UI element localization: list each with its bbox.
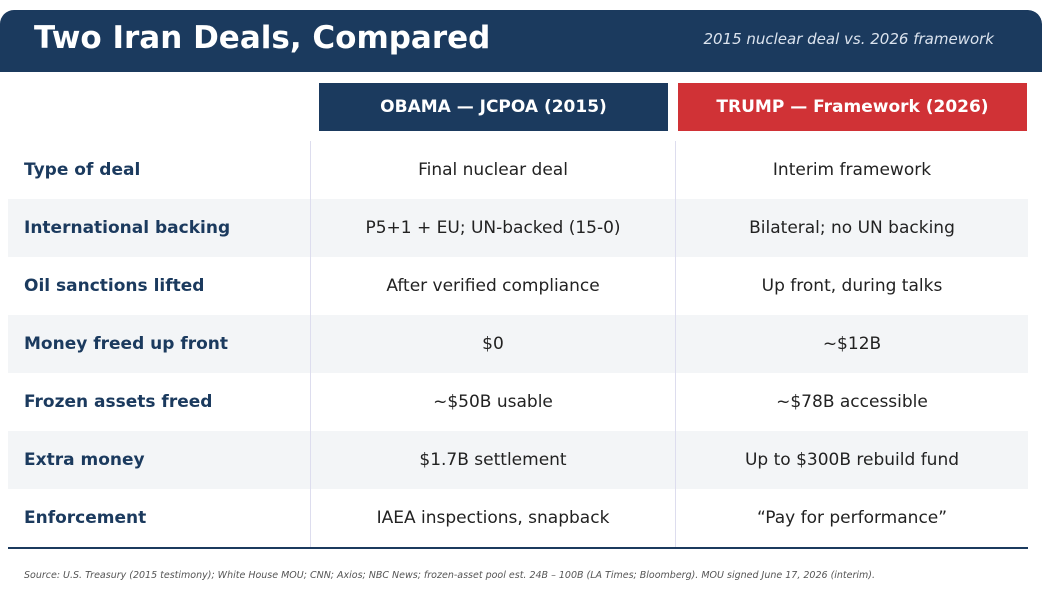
row-label: Type of deal	[24, 160, 141, 180]
cell: $1.7B settlement	[310, 431, 676, 489]
cell: $0	[310, 315, 676, 373]
row-label: Enforcement	[24, 508, 147, 528]
column-header: OBAMA — JCPOA (2015)	[319, 83, 668, 131]
subtitle: 2015 nuclear deal vs. 2026 framework	[703, 30, 994, 48]
cell: Interim framework	[772, 160, 932, 180]
table-row: Money freed up front $0 ~$12B	[8, 315, 1028, 373]
cell: Bilateral; no UN backing	[749, 218, 955, 238]
cell: Final nuclear deal	[310, 141, 676, 199]
cell: Up to $300B rebuild fund	[744, 450, 960, 470]
row-label: Extra money	[24, 450, 145, 470]
table-row: Enforcement IAEA inspections, snapback “Pa…	[8, 489, 1028, 547]
cell: ~$78B accessible	[776, 392, 928, 412]
column-header: TRUMP — Framework (2026)	[678, 83, 1027, 131]
cell: “Pay for performance”	[756, 508, 948, 528]
table-row: International backing P5+1 + EU; UN-backe…	[8, 199, 1028, 257]
row-label: Frozen assets freed	[24, 392, 213, 412]
table-body: Type of deal Final nuclear deal Interim fr…	[8, 141, 1028, 547]
row-label: Oil sanctions lifted	[24, 276, 205, 296]
source-note: Source: U.S. Treasury (2015 testimony); …	[24, 570, 876, 581]
cell: After verified compliance	[310, 257, 676, 315]
cell: P5+1 + EU; UN-backed (15-0)	[310, 199, 676, 257]
row-label: Money freed up front	[24, 334, 229, 354]
cell: IAEA inspections, snapback	[310, 489, 676, 547]
table-row: Type of deal Final nuclear deal Interim fr…	[8, 141, 1028, 199]
header: Two Iran Deals, Compared 2015 nuclear de…	[0, 10, 1042, 72]
table-row: Frozen assets freed ~$50B usable ~$78B acc…	[8, 373, 1028, 431]
rule	[8, 547, 1028, 549]
row-label: International backing	[24, 218, 231, 238]
table-row: Extra money $1.7B settlement Up to $300B r…	[8, 431, 1028, 489]
cell: ~$50B usable	[310, 373, 676, 431]
cell: ~$12B	[822, 334, 882, 354]
title: Two Iran Deals, Compared	[34, 20, 491, 56]
table-row: Oil sanctions lifted After verified compl…	[8, 257, 1028, 315]
card: Two Iran Deals, Compared 2015 nuclear de…	[0, 10, 1042, 598]
cell: Up front, during talks	[761, 276, 943, 296]
